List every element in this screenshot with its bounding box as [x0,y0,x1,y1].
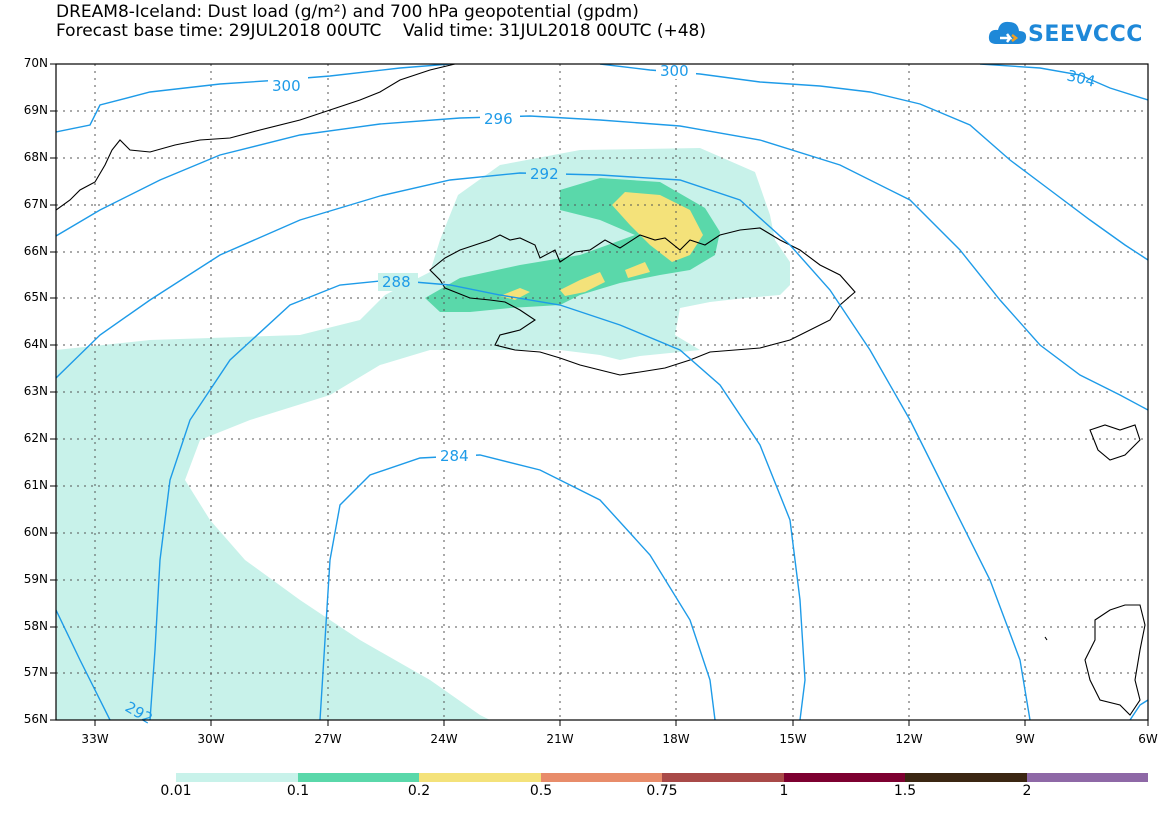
contour-label: 300 [660,62,689,80]
colorbar-swatch [662,773,784,782]
lat-label: 69N [23,103,48,117]
colorbar-swatch [298,773,419,782]
colorbar-label: 1.5 [893,783,917,799]
lon-label: 30W [197,732,225,746]
lat-label: 59N [23,572,48,586]
dust-area-high [500,288,530,300]
lon-label: 12W [895,732,923,746]
contour-label: 288 [382,273,411,291]
seevccc-logo: SEEVCCC [988,16,1148,60]
colorbar-swatch [905,773,1027,782]
map-subtitle: Forecast base time: 29JUL2018 00UTC Vali… [56,21,706,41]
logo-text: SEEVCCC [1028,22,1143,47]
lon-label: 21W [546,732,574,746]
graticule [56,64,1148,720]
lat-label: 60N [23,525,48,539]
lat-label: 63N [23,384,48,398]
colorbar-swatch [419,773,541,782]
contour-292 [1129,699,1148,720]
contour-label: 296 [484,110,513,128]
coastline [56,64,1146,716]
contour-label: 300 [272,77,301,95]
lat-label: 62N [23,431,48,445]
lon-label: 33W [81,732,109,746]
colorbar-label: 1 [779,783,789,799]
axis-ticks [50,63,1149,726]
geopotential-contours [56,64,1148,720]
contour-288 [149,279,806,720]
lat-label: 65N [23,290,48,304]
dust-area-high [625,262,650,278]
lat-label: 56N [23,712,48,726]
dust-area-high [612,192,703,262]
lon-label: 6W [1138,732,1158,746]
contour-label: 292 [530,165,559,183]
lat-label: 70N [23,56,48,70]
colorbar-label: 0.01 [160,783,192,799]
map-title: DREAM8-Iceland: Dust load (g/m²) and 700… [56,2,639,22]
lon-label: 15W [779,732,807,746]
dust-area-high [560,272,605,296]
colorbar-label: 2 [1022,783,1032,799]
colorbar-label: 0.1 [286,783,310,799]
contour-292 [56,172,1031,720]
colorbar-label: 0.5 [529,783,553,799]
contour-label: 284 [440,447,469,465]
colorbar-swatch [541,773,662,782]
contour-label: 304 [1065,66,1097,90]
contour-304 [979,64,1148,101]
contour-300 [56,64,451,133]
lon-label: 24W [430,732,458,746]
contour-284 [319,454,716,720]
cloud-icon [988,21,1027,44]
colorbar-label: 0.75 [646,783,678,799]
lat-label: 57N [23,665,48,679]
lon-label: 27W [314,732,342,746]
lat-label: 64N [23,337,48,351]
lat-label: 68N [23,150,48,164]
contour-288 [56,609,111,720]
contour-300 [599,64,1148,261]
colorbar-swatch [784,773,905,782]
colorbar-label: 0.2 [407,783,431,799]
lat-label: 58N [23,619,48,633]
lat-label: 67N [23,197,48,211]
colorbar [176,773,1148,782]
lon-label: 9W [1015,732,1035,746]
contour-296 [56,115,1148,411]
colorbar-swatch [1027,773,1148,782]
lon-label: 18W [662,732,690,746]
lat-label: 66N [23,244,48,258]
dust-area-low [56,148,790,720]
colorbar-swatch [176,773,298,782]
lat-label: 61N [23,478,48,492]
